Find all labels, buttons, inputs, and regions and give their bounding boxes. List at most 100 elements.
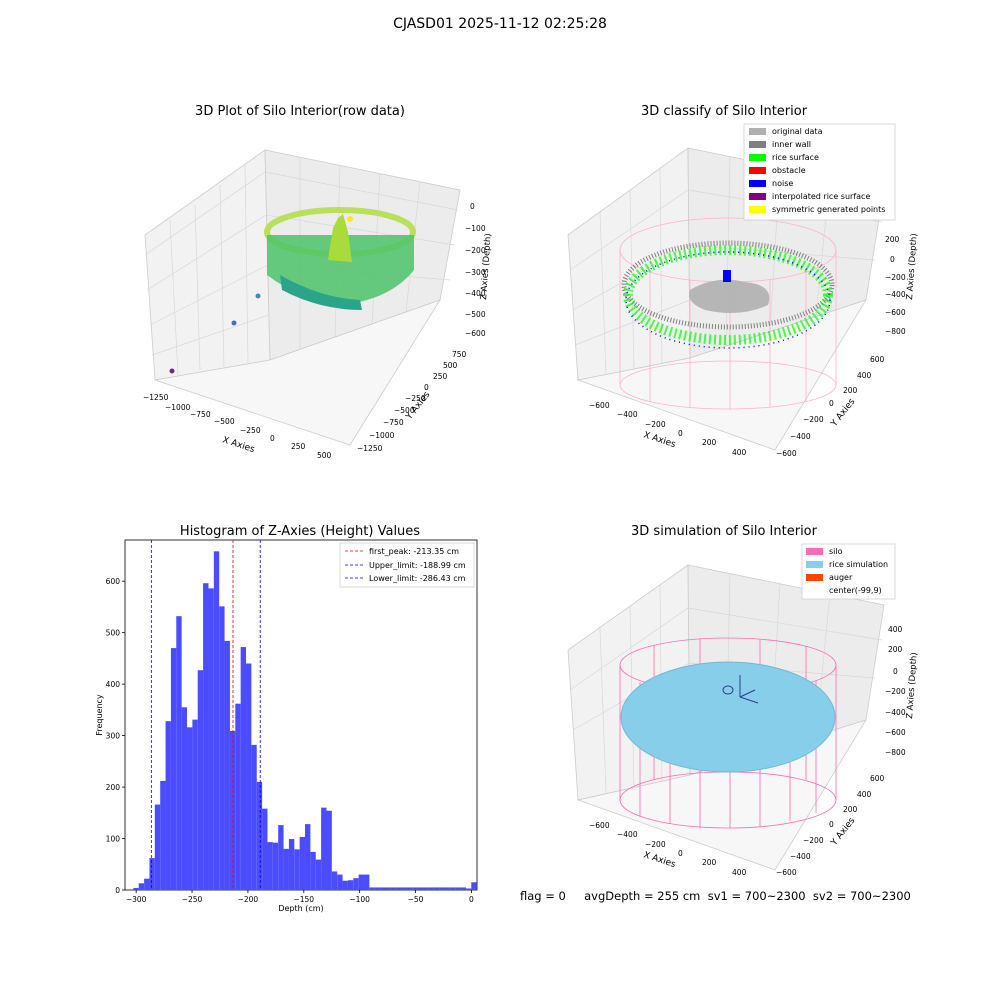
legend-label: symmetric generated points	[772, 205, 885, 214]
sim-y-tick: 200	[843, 805, 858, 814]
histogram-bar	[219, 606, 225, 890]
histogram-bar	[326, 810, 332, 890]
histogram-y-tick-label: 100	[106, 835, 121, 844]
sim-y-tick: −400	[790, 852, 811, 861]
histogram-bar	[449, 887, 456, 890]
classify-original-data	[689, 279, 770, 314]
legend-swatch	[749, 193, 766, 200]
histogram-bar	[428, 887, 434, 890]
classify-legend: original data inner wall rice surface ob…	[743, 123, 896, 221]
classify-x-tick: −600	[589, 401, 610, 410]
legend-swatch	[749, 128, 766, 135]
classify-z-tick: −200	[885, 273, 906, 282]
histogram-title: Histogram of Z-Axies (Height) Values	[179, 524, 421, 539]
legend-label: silo	[829, 547, 843, 556]
sim-x-tick: −200	[645, 840, 666, 849]
histogram-bar	[187, 727, 193, 890]
raw-z-tick: −400	[465, 289, 486, 298]
histogram-bar	[321, 807, 327, 890]
legend-swatch	[749, 154, 766, 161]
raw-y-tick: −1000	[369, 431, 395, 440]
histogram-y-tick-label: 500	[106, 629, 121, 638]
legend-label: first_peak: -213.35 cm	[369, 547, 459, 556]
histogram-bar	[465, 888, 472, 890]
sim-z-ticks: 400 200 0 −200 −400 −600 −800	[885, 625, 906, 757]
legend-label: Lower_limit: -286.43 cm	[369, 574, 466, 583]
histogram-bar	[439, 887, 445, 890]
raw-outlier-point	[255, 293, 261, 299]
raw-x-tick: 250	[291, 442, 306, 451]
raw-y-tick: −750	[383, 418, 404, 427]
classify-y-tick: 400	[857, 371, 872, 380]
histogram-bar	[213, 551, 220, 890]
classify-x-tick: −400	[617, 410, 638, 419]
histogram-x-tick-label: −200	[238, 895, 259, 904]
histogram-bar	[433, 887, 440, 890]
classify-z-tick: −400	[885, 290, 906, 299]
histogram-bar	[412, 887, 418, 890]
histogram-bar	[460, 887, 466, 890]
histogram-bar	[406, 887, 413, 890]
histogram-bar	[401, 887, 407, 890]
histogram-bar	[331, 871, 338, 890]
histogram-bar	[294, 849, 300, 890]
legend-label: obstacle	[772, 166, 806, 175]
raw-outlier-point	[169, 368, 175, 374]
sim-z-tick: −200	[885, 687, 906, 696]
legend-swatch	[806, 548, 823, 555]
histogram-bar	[288, 839, 295, 890]
histogram-bar	[170, 648, 177, 890]
histogram-bar	[396, 887, 402, 890]
histogram-bar	[283, 848, 289, 890]
histogram-y-tick-label: 0	[115, 886, 120, 895]
classify-y-tick: 600	[870, 355, 885, 364]
histogram-bar	[133, 887, 139, 890]
histogram-bar	[272, 842, 279, 890]
classify-y-ticks: 600 400 200 0 −200 −400 −600	[776, 355, 885, 458]
histogram-bar	[197, 670, 204, 890]
histogram-bar	[374, 887, 381, 890]
figure-title: CJASD01 2025-11-12 02:25:28	[393, 16, 607, 32]
raw-z-tick: −300	[465, 268, 486, 277]
sim-y-tick: 400	[857, 790, 872, 799]
classify-z-tick: −600	[885, 308, 906, 317]
sim-z-tick: 200	[888, 645, 903, 654]
sim-z-tick: 400	[888, 625, 903, 634]
histogram-bar	[192, 719, 198, 890]
classify-inner-wall	[621, 240, 835, 330]
legend-label: Upper_limit: -188.99 cm	[369, 561, 466, 570]
raw-z-tick: 0	[470, 202, 475, 211]
raw-x-ticks: −1250 −1000 −750 −500 −250 0 250 500	[143, 393, 332, 460]
histogram-x-tick-label: −250	[182, 895, 203, 904]
histogram-bar	[385, 887, 391, 890]
classify-z-tick: 0	[890, 255, 895, 264]
classify-x-tick: 200	[702, 438, 717, 447]
legend-label: auger	[829, 573, 853, 582]
histogram-bar	[160, 780, 166, 890]
sim-x-tick: 0	[678, 849, 683, 858]
raw-center-pile	[328, 214, 352, 262]
raw-z-tick: −500	[465, 310, 486, 319]
legend-swatch	[749, 206, 766, 213]
raw-peak-point	[347, 216, 353, 222]
sim-auger	[722, 675, 759, 704]
raw-y-tick: 500	[443, 361, 458, 370]
raw-y-ticks: 750 500 250 0 −250 −500 −750 −1000 −1250	[357, 350, 467, 453]
legend-label: center(-99,9)	[829, 586, 882, 595]
histogram-bar	[165, 721, 171, 890]
raw-y-tick: −500	[394, 406, 415, 415]
legend-label: noise	[772, 179, 793, 188]
histogram-bar	[305, 824, 311, 890]
sim-legend: silo rice simulation auger center(-99,9)	[801, 543, 896, 600]
raw-plot-title: 3D Plot of Silo Interior(row data)	[195, 104, 405, 119]
histogram-bar	[337, 874, 343, 890]
sim-x-label: X Axies	[642, 850, 677, 870]
histogram-bar	[315, 859, 322, 890]
classify-z-tick: 200	[885, 235, 900, 244]
legend-swatch	[749, 180, 766, 187]
classify-y-tick: 200	[843, 386, 858, 395]
histogram-bar	[224, 640, 230, 890]
histogram-bar	[364, 874, 370, 890]
histogram-bar	[240, 647, 247, 890]
